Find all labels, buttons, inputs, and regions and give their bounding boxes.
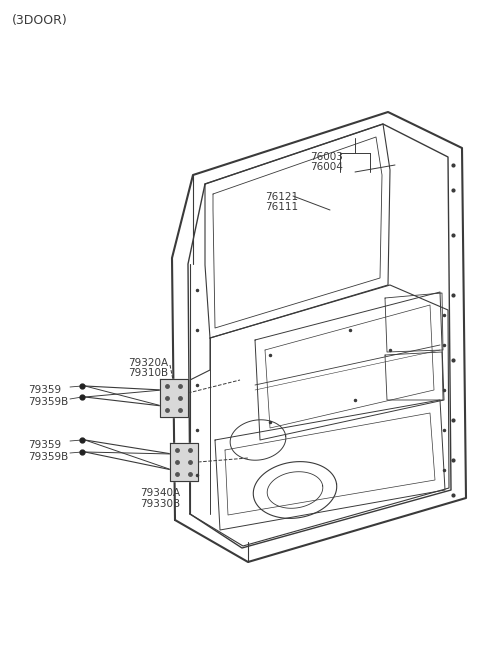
Text: 79330B: 79330B bbox=[140, 499, 180, 509]
Text: (3DOOR): (3DOOR) bbox=[12, 14, 68, 27]
Text: 76004: 76004 bbox=[310, 162, 343, 172]
Text: 79359B: 79359B bbox=[28, 452, 68, 462]
Polygon shape bbox=[170, 443, 198, 481]
Text: 79359B: 79359B bbox=[28, 397, 68, 407]
Text: 76111: 76111 bbox=[265, 202, 298, 212]
Text: 79310B: 79310B bbox=[128, 368, 168, 378]
Polygon shape bbox=[160, 379, 188, 417]
Text: 79359: 79359 bbox=[28, 440, 61, 450]
Text: 79359: 79359 bbox=[28, 385, 61, 395]
Text: 79340A: 79340A bbox=[140, 488, 180, 498]
Text: 76003: 76003 bbox=[310, 152, 343, 162]
Text: 79320A: 79320A bbox=[128, 358, 168, 368]
Text: 76121: 76121 bbox=[265, 192, 298, 202]
